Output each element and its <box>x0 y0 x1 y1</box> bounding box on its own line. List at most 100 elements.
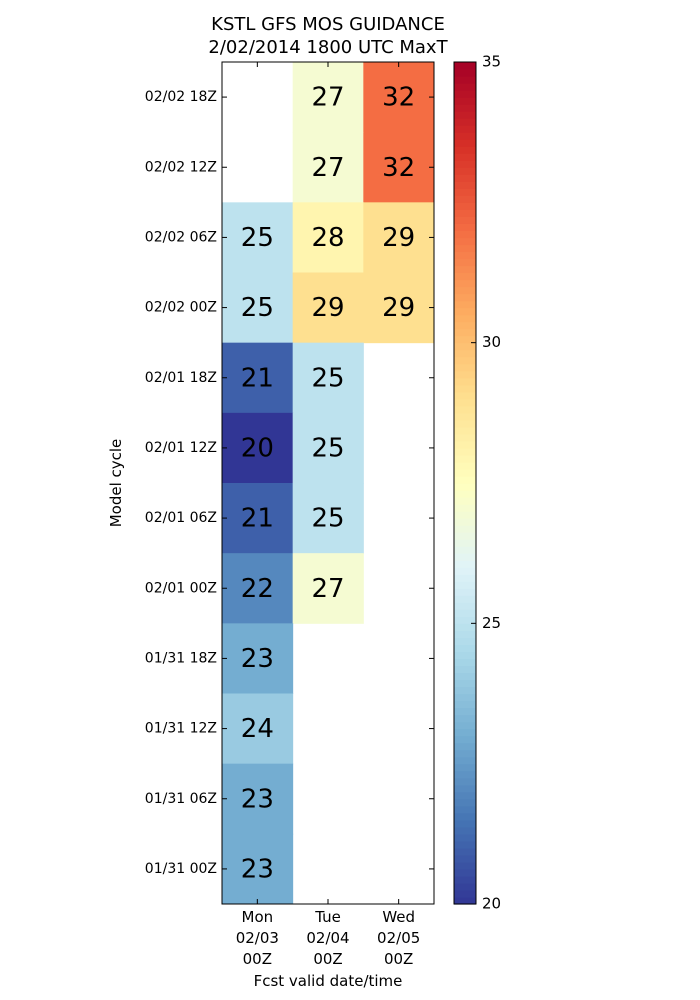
colorbar-band <box>454 195 476 203</box>
y-tick-label: 02/02 12Z <box>145 159 217 175</box>
colorbar-band <box>454 651 476 660</box>
colorbar-band <box>454 819 476 828</box>
colorbar-band <box>454 518 476 526</box>
x-axis-label: Fcst valid date/time <box>253 972 403 990</box>
colorbar-band <box>454 461 476 470</box>
colorbar-band <box>454 251 476 260</box>
heatmap-cell <box>292 272 364 344</box>
cell-value-label: 25 <box>311 363 344 393</box>
colorbar-band <box>454 609 476 617</box>
colorbar-band <box>454 693 476 702</box>
heatmap-cell <box>222 412 294 484</box>
colorbar-band <box>454 216 476 224</box>
heatmap-cell <box>222 202 294 273</box>
colorbar-band <box>454 335 476 344</box>
heatmap-cell <box>363 202 435 273</box>
colorbar-band <box>454 454 476 463</box>
colorbar-band <box>454 174 476 182</box>
colorbar-band <box>454 791 476 800</box>
colorbar-band <box>454 272 476 281</box>
colorbar-band <box>454 756 476 765</box>
y-tick-label: 02/02 18Z <box>145 89 217 105</box>
y-tick-label: 02/01 12Z <box>145 440 217 456</box>
x-tick-label: 00Z <box>384 950 413 968</box>
colorbar-band <box>454 398 476 407</box>
colorbar-band <box>454 679 476 688</box>
heatmap-cell <box>222 342 294 414</box>
x-tick-label: 00Z <box>243 950 272 968</box>
heatmap-cell <box>222 833 294 905</box>
colorbar-band <box>454 104 476 112</box>
cell-value-label: 25 <box>241 293 274 323</box>
colorbar-band <box>454 209 476 217</box>
y-tick-label: 01/31 06Z <box>145 791 217 807</box>
colorbar-band <box>454 826 476 835</box>
cell-value-label: 29 <box>311 293 344 323</box>
colorbar-band <box>454 146 476 154</box>
x-tick-label: 02/04 <box>306 929 349 947</box>
colorbar-band <box>454 763 476 772</box>
colorbar-band <box>454 321 476 330</box>
colorbar-band <box>454 475 476 484</box>
colorbar-band <box>454 363 476 372</box>
colorbar-band <box>454 630 476 638</box>
colorbar-band <box>454 69 476 77</box>
heatmap-cell <box>222 693 294 765</box>
colorbar-band <box>454 770 476 779</box>
heatmap-cell <box>292 202 364 273</box>
x-tick-label: Mon <box>242 908 274 926</box>
colorbar-band <box>454 349 476 358</box>
colorbar-band <box>454 76 476 84</box>
colorbar-band <box>454 483 476 491</box>
colorbar-band <box>454 861 476 870</box>
colorbar-band <box>454 62 476 70</box>
heatmap-cell <box>292 553 364 624</box>
heatmap-cell <box>292 62 364 133</box>
colorbar-band <box>454 468 476 477</box>
colorbar-band <box>454 868 476 877</box>
colorbar-band <box>454 672 476 681</box>
colorbar-band <box>454 644 476 652</box>
heatmap-cell <box>292 132 364 203</box>
colorbar-band <box>454 132 476 140</box>
colorbar-band <box>454 202 476 210</box>
cell-value-label: 27 <box>311 574 344 604</box>
colorbar-band <box>454 539 476 547</box>
colorbar-band <box>454 574 476 582</box>
colorbar-band <box>454 279 476 288</box>
colorbar-band <box>454 342 476 351</box>
x-tick-label: 02/03 <box>236 929 279 947</box>
chart-title-line-1: KSTL GFS MOS GUIDANCE <box>211 14 445 35</box>
colorbar-band <box>454 384 476 393</box>
cell-value-label: 23 <box>241 784 274 814</box>
colorbar-band <box>454 784 476 793</box>
cell-value-label: 29 <box>382 293 415 323</box>
colorbar-band <box>454 847 476 856</box>
cell-value-label: 27 <box>311 83 344 113</box>
colorbar-band <box>454 777 476 786</box>
cell-value-label: 21 <box>241 363 274 393</box>
colorbar-band <box>454 90 476 98</box>
colorbar-band <box>454 181 476 189</box>
colorbar-band <box>454 714 476 723</box>
cell-value-label: 21 <box>241 504 274 534</box>
x-tick-label: Tue <box>314 908 341 926</box>
heatmap-cell <box>363 132 435 203</box>
y-tick-label: 02/02 06Z <box>145 229 217 245</box>
colorbar-band <box>454 735 476 744</box>
colorbar-band <box>454 602 476 610</box>
y-tick-label: 01/31 12Z <box>145 721 217 737</box>
colorbar-band <box>454 805 476 814</box>
colorbar-band <box>454 875 476 884</box>
colorbar-band <box>454 419 476 428</box>
cell-value-label: 28 <box>311 223 344 253</box>
colorbar-tick-label: 35 <box>482 53 501 71</box>
colorbar-band <box>454 490 476 498</box>
colorbar-band <box>454 230 476 239</box>
y-axis-label: Model cycle <box>107 438 125 528</box>
colorbar-band <box>454 293 476 302</box>
cell-value-label: 29 <box>382 223 415 253</box>
cell-value-label: 24 <box>241 714 274 744</box>
colorbar-band <box>454 265 476 274</box>
